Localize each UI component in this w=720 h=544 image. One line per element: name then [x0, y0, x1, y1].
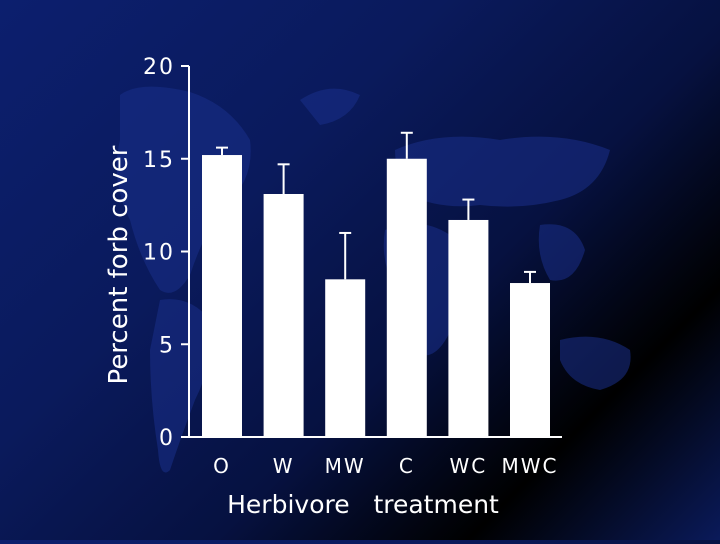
y-tick-label: 15: [143, 148, 175, 173]
bar: [448, 219, 489, 437]
y-axis-label: Percent forb cover: [104, 145, 134, 384]
y-tick-label: 20: [143, 55, 175, 80]
y-tick-label: 5: [159, 333, 175, 358]
x-tick-label: MWC: [502, 454, 559, 478]
x-tick-label: MW: [325, 454, 366, 478]
bar: [202, 155, 242, 438]
x-tick-label: WC: [450, 454, 488, 478]
bar: [510, 283, 550, 437]
x-axis-label: Herbivore treatment: [227, 490, 499, 519]
bar: [263, 193, 304, 437]
bar: [325, 279, 366, 437]
x-tick-label: C: [399, 454, 415, 478]
bar: [386, 158, 427, 437]
y-tick-label: 10: [143, 241, 175, 266]
world-map-background: [116, 86, 631, 473]
x-tick-label: W: [273, 454, 295, 478]
x-tick-label: O: [213, 454, 231, 478]
y-tick-label: 0: [159, 426, 175, 451]
